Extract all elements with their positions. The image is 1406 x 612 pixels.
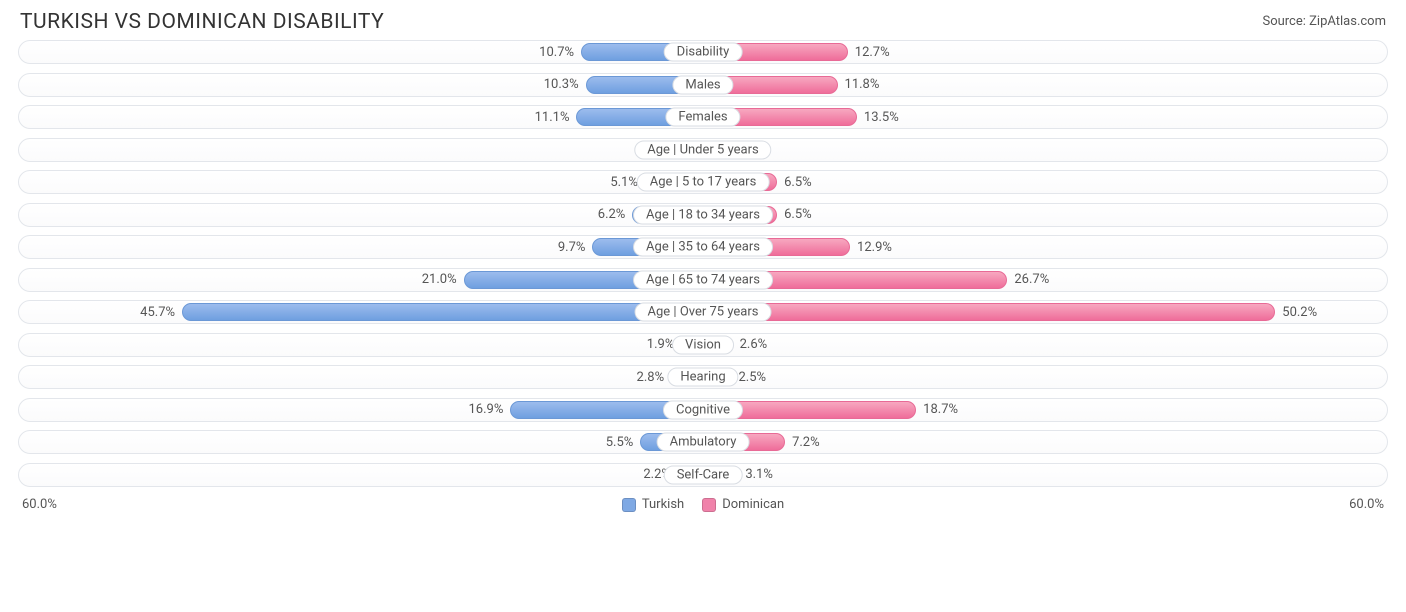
legend-swatch-left: [622, 498, 636, 512]
chart-row: 16.9% 18.7% Cognitive: [18, 398, 1388, 422]
value-left: 10.7%: [539, 44, 582, 60]
chart-row: 10.7% 12.7% Disability: [18, 40, 1388, 64]
value-left: 11.1%: [535, 109, 578, 125]
chart-row: 5.1%6.5%Age | 5 to 17 years: [18, 170, 1388, 194]
chart-header: TURKISH VS DOMINICAN DISABILITY Source: …: [18, 10, 1388, 40]
value-left: 16.9%: [468, 402, 511, 418]
value-right: 6.5%: [776, 174, 812, 190]
category-label: Hearing: [667, 368, 738, 387]
value-right: 7.2%: [784, 434, 820, 450]
value-left: 10.3%: [544, 77, 587, 93]
chart-row: 1.1%1.1%Age | Under 5 years: [18, 138, 1388, 162]
legend-label-right: Dominican: [722, 497, 784, 512]
chart-row: 6.2% 6.5%Age | 18 to 34 years: [18, 203, 1388, 227]
value-right: 2.6%: [732, 337, 768, 353]
bar-right: 50.2%: [703, 303, 1275, 321]
value-right: 18.7%: [915, 402, 958, 418]
axis-max-left: 60.0%: [22, 497, 57, 512]
category-label: Age | 35 to 64 years: [633, 238, 773, 257]
value-right: 11.8%: [837, 77, 880, 93]
category-label: Age | Over 75 years: [635, 303, 772, 322]
category-label: Age | 5 to 17 years: [637, 173, 770, 192]
legend-item-left: Turkish: [622, 497, 684, 512]
bar-left: 45.7%: [182, 303, 703, 321]
value-right: 26.7%: [1006, 272, 1049, 288]
category-label: Vision: [672, 335, 734, 354]
legend-item-right: Dominican: [702, 497, 784, 512]
category-label: Age | Under 5 years: [634, 140, 771, 159]
value-left: 21.0%: [422, 272, 465, 288]
chart-row: 45.7%50.2%Age | Over 75 years: [18, 300, 1388, 324]
chart-row: 9.7% 12.9% Age | 35 to 64 years: [18, 235, 1388, 259]
value-left: 45.7%: [140, 304, 183, 320]
diverging-bar-chart: 10.7% 12.7% Disability 10.3% 11.8% Males 11.1%…: [18, 40, 1388, 487]
value-left: 6.2%: [598, 207, 634, 223]
legend-swatch-right: [702, 498, 716, 512]
category-label: Cognitive: [663, 400, 743, 419]
axis-max-right: 60.0%: [1349, 497, 1384, 512]
category-label: Self-Care: [664, 465, 743, 484]
chart-row: 5.5% 7.2% Ambulatory: [18, 430, 1388, 454]
value-left: 5.5%: [606, 434, 642, 450]
category-label: Age | 65 to 74 years: [633, 270, 773, 289]
chart-source: Source: ZipAtlas.com: [1262, 10, 1386, 29]
chart-row: 2.8%2.5%Hearing: [18, 365, 1388, 389]
chart-footer: 60.0% Turkish Dominican 60.0%: [18, 495, 1388, 512]
chart-row: 2.2%3.1%Self-Care: [18, 463, 1388, 487]
chart-row: 11.1% 13.5% Females: [18, 105, 1388, 129]
category-label: Age | 18 to 34 years: [633, 205, 773, 224]
legend: Turkish Dominican: [622, 497, 784, 512]
chart-row: 1.9%2.6%Vision: [18, 333, 1388, 357]
value-left: 9.7%: [558, 239, 594, 255]
chart-title: TURKISH VS DOMINICAN DISABILITY: [20, 10, 384, 34]
value-right: 50.2%: [1274, 304, 1317, 320]
chart-row: 21.0% 26.7% Age | 65 to 74 years: [18, 268, 1388, 292]
value-right: 13.5%: [856, 109, 899, 125]
category-label: Ambulatory: [657, 433, 750, 452]
chart-row: 10.3% 11.8% Males: [18, 73, 1388, 97]
value-right: 6.5%: [776, 207, 812, 223]
category-label: Disability: [664, 43, 743, 62]
value-right: 12.9%: [849, 239, 892, 255]
value-right: 3.1%: [737, 467, 773, 483]
category-label: Females: [665, 108, 740, 127]
value-right: 12.7%: [847, 44, 890, 60]
legend-label-left: Turkish: [642, 497, 684, 512]
category-label: Males: [672, 75, 733, 94]
